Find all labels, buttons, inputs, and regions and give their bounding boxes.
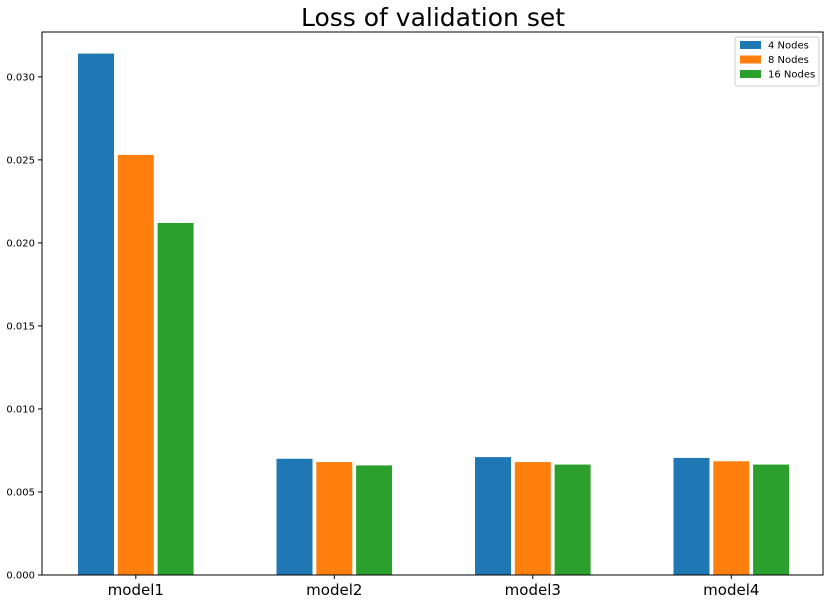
legend-swatch xyxy=(740,41,761,49)
bar-model2-4-nodes xyxy=(276,458,313,575)
bar-model1-4-nodes xyxy=(78,53,114,575)
bar-model3-16-nodes xyxy=(554,464,591,575)
y-tick-label: 0.025 xyxy=(6,155,35,166)
legend-swatch xyxy=(740,55,761,64)
legend-label: 16 Nodes xyxy=(768,70,815,81)
x-tick-label: model4 xyxy=(703,581,759,599)
x-axis: model1 model2 model3 model4 xyxy=(108,575,759,599)
legend-swatch xyxy=(740,70,761,78)
chart-title: Loss of validation set xyxy=(301,3,565,32)
legend: 4 Nodes 8 Nodes 16 Nodes xyxy=(734,36,820,87)
bar-model3-4-nodes xyxy=(475,457,511,575)
x-tick-label: model3 xyxy=(505,581,561,599)
legend-label: 4 Nodes xyxy=(768,41,809,52)
x-tick-label: model1 xyxy=(108,581,164,599)
legend-label: 8 Nodes xyxy=(768,55,809,66)
bar-model4-4-nodes xyxy=(673,457,710,575)
bar-model2-8-nodes xyxy=(316,462,353,575)
bars-group xyxy=(78,53,790,575)
y-tick-label: 0.000 xyxy=(6,571,35,582)
y-tick-label: 0.030 xyxy=(6,72,35,83)
bar-model3-8-nodes xyxy=(514,462,551,575)
bar-model1-16-nodes xyxy=(157,222,194,575)
y-tick-label: 0.005 xyxy=(6,487,35,498)
y-tick-label: 0.020 xyxy=(6,238,35,249)
y-tick-label: 0.015 xyxy=(6,321,35,332)
bar-model4-8-nodes xyxy=(713,461,750,575)
y-axis: 0.000 0.005 0.010 0.015 0.020 0.025 0.030 xyxy=(6,72,42,582)
plot-frame xyxy=(41,31,824,576)
x-tick-label: model2 xyxy=(306,581,362,599)
bar-model4-16-nodes xyxy=(753,464,790,575)
bar-model2-16-nodes xyxy=(356,465,393,575)
y-tick-label: 0.010 xyxy=(6,404,35,415)
bar-model1-8-nodes xyxy=(117,154,154,575)
